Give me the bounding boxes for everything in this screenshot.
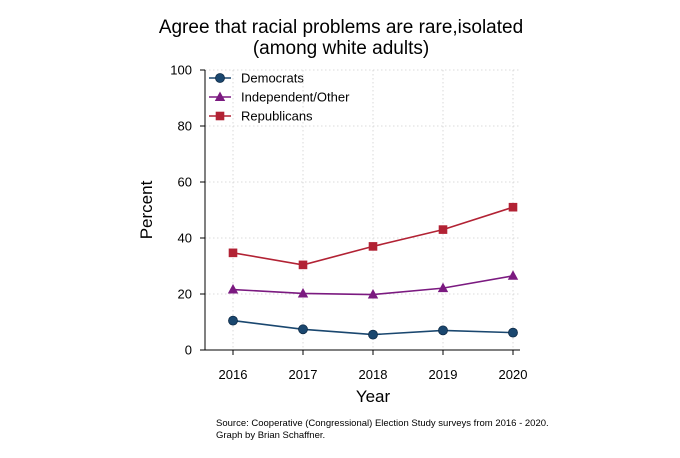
legend-marker-democrats (215, 73, 225, 83)
series-line-republicans (232, 206, 514, 266)
data-point-independent-other (297, 287, 309, 298)
x-tick-label: 2018 (359, 367, 388, 382)
data-point-republicans (438, 225, 448, 234)
data-point-republicans (228, 248, 238, 258)
y-tick-label: 0 (185, 343, 192, 358)
y-axis-label: Percent (137, 180, 156, 239)
y-tick-label: 80 (178, 119, 192, 134)
x-tick-label: 2016 (219, 367, 248, 382)
legend-marker-republicans (215, 111, 225, 121)
data-point-republicans (368, 242, 378, 251)
x-axis-label: Year (356, 387, 391, 406)
data-point-democrats (298, 324, 308, 335)
x-ticks: 2016 2017 2018 2019 2020 (219, 350, 528, 382)
x-tick-label: 2020 (499, 367, 528, 382)
legend: Democrats Independent/Other Republicans (209, 71, 350, 124)
x-tick-label: 2017 (289, 367, 318, 382)
data-point-republicans (298, 260, 308, 270)
data-point-democrats (438, 325, 448, 336)
y-tick-label: 20 (178, 287, 192, 302)
data-point-republicans (508, 202, 518, 212)
data-point-democrats (228, 315, 238, 326)
x-tick-label: 2019 (429, 367, 458, 382)
data-point-independent-other (227, 284, 239, 294)
y-tick-label: 40 (178, 231, 192, 246)
series (227, 202, 519, 340)
author-note: Graph by Brian Schaffner. (216, 430, 325, 441)
source-note: Source: Cooperative (Congressional) Elec… (216, 418, 549, 429)
data-point-democrats (508, 327, 518, 338)
y-tick-label: 100 (170, 63, 192, 78)
legend-label-republicans: Republicans (241, 109, 313, 124)
y-tick-label: 60 (178, 175, 192, 190)
legend-marker-independent-other (214, 91, 226, 101)
legend-label-independent-other: Independent/Other (241, 90, 350, 105)
data-point-independent-other (367, 289, 379, 299)
legend-label-democrats: Democrats (241, 71, 304, 86)
data-point-independent-other (437, 282, 449, 293)
data-point-independent-other (507, 270, 519, 280)
chart-title-line-2: (among white adults) (253, 38, 429, 59)
y-ticks: 0 20 40 60 80 100 (170, 63, 205, 358)
chart-title-line-1: Agree that racial problems are rare,isol… (159, 17, 523, 38)
data-point-democrats (368, 329, 378, 340)
